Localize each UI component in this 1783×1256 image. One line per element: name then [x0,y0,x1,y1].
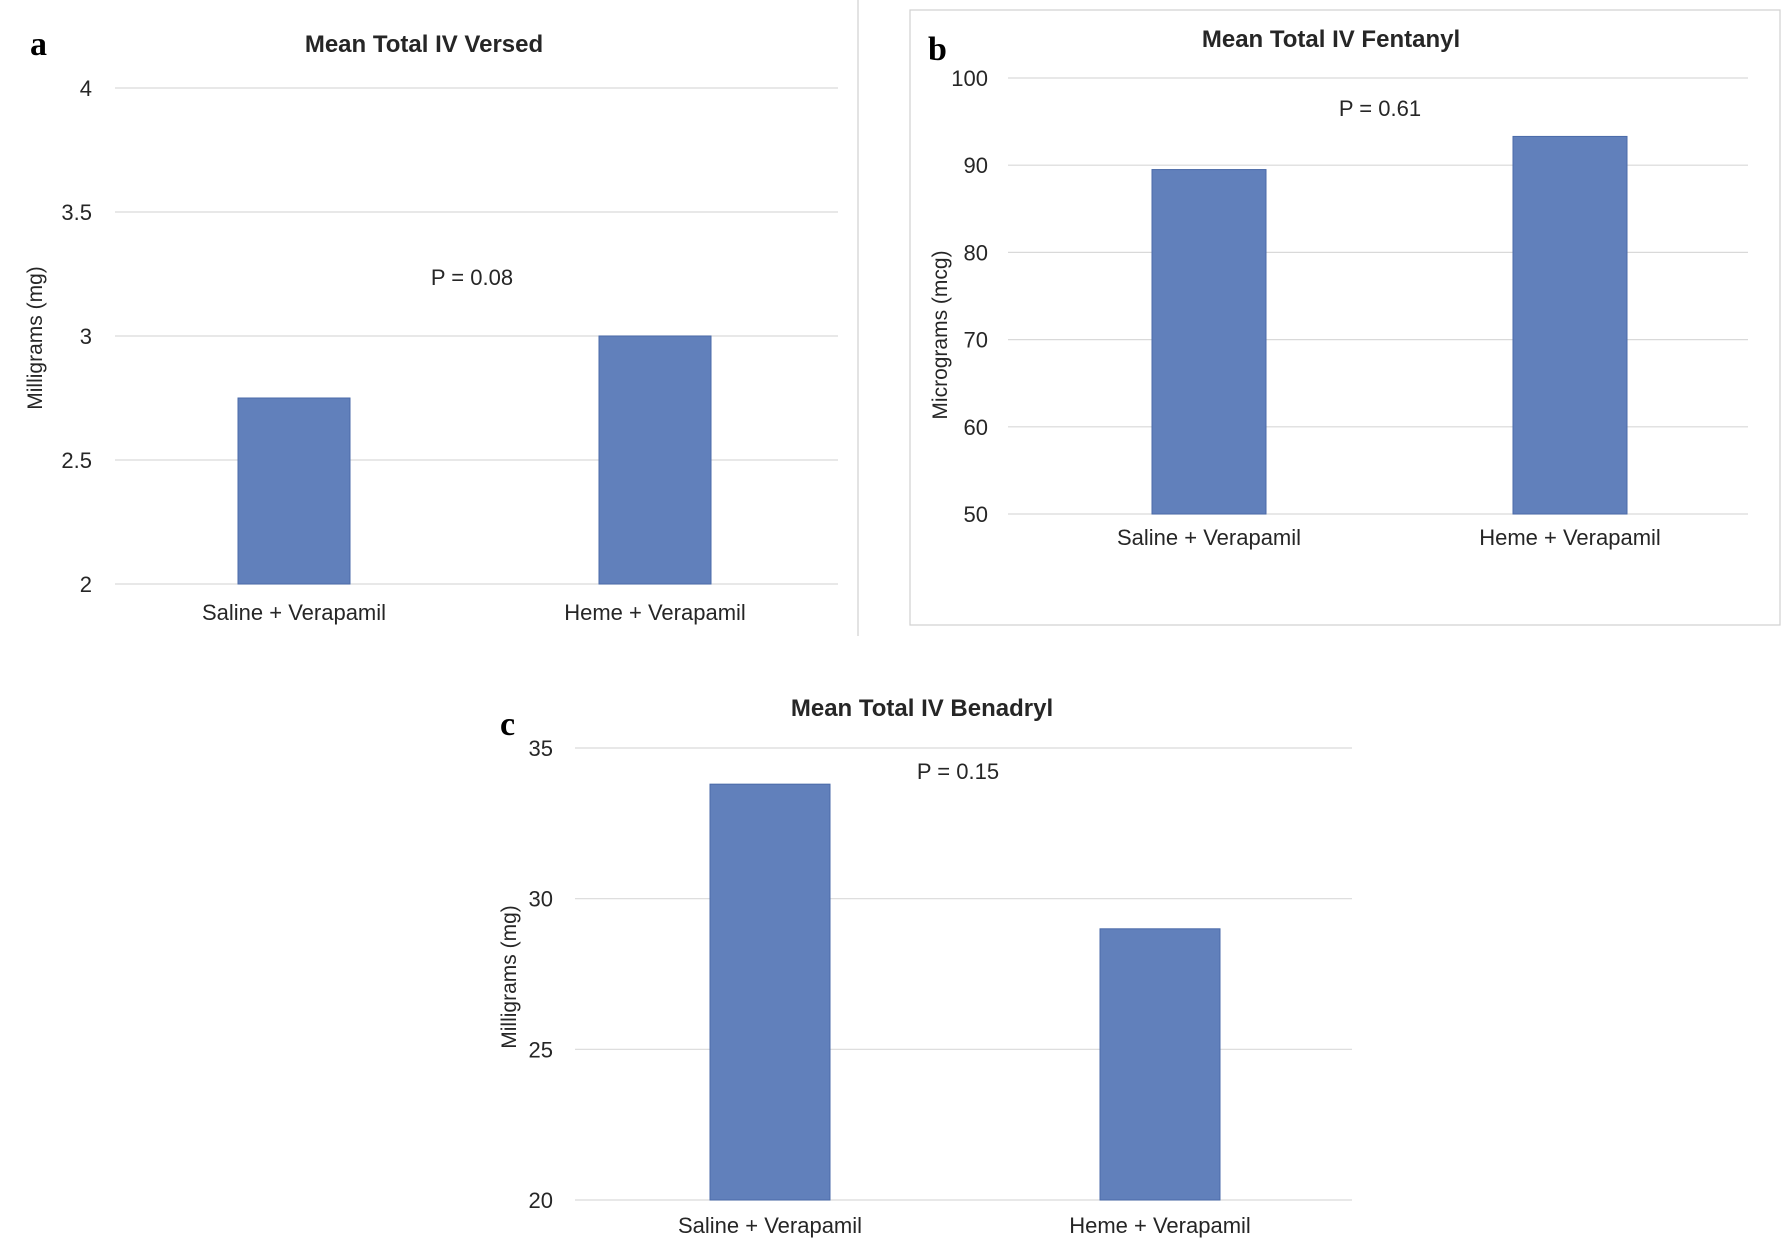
panel-c-chart: c Mean Total IV Benadryl Milligrams (mg)… [498,695,1352,1238]
panel-a-gridlines [115,87,838,585]
panel-b-title: Mean Total IV Fentanyl [1202,26,1460,53]
panel-c-bars [709,783,1221,1201]
panel-a-y-ticks: 2 2.5 3 3.5 4 [61,76,92,597]
x-category-label: Heme + Verapamil [1069,1213,1251,1238]
x-category-label: Heme + Verapamil [564,600,746,625]
y-tick-label: 30 [529,887,553,912]
panel-a-title: Mean Total IV Versed [305,31,543,58]
panel-a-chart: a Mean Total IV Versed Milligrams (mg) P… [24,0,859,636]
panel-c-title: Mean Total IV Benadryl [791,695,1053,722]
panel-c-letter: c [500,706,515,743]
y-tick-label: 20 [529,1188,553,1213]
panel-b-gridlines [1008,77,1748,515]
panel-b-p-value: P = 0.61 [1339,96,1421,121]
bar [1099,928,1221,1201]
bar [1151,169,1267,515]
x-category-label: Saline + Verapamil [1117,525,1301,550]
bar [598,335,712,585]
panel-a-letter: a [30,26,47,63]
panel-a-p-value: P = 0.08 [431,265,513,290]
y-tick-label: 25 [529,1037,553,1062]
panel-b-bars [1151,135,1628,515]
bar [237,397,351,585]
y-tick-label: 4 [80,76,92,101]
panel-b-chart: b Mean Total IV Fentanyl Micrograms (mcg… [909,9,1781,626]
y-tick-label: 2.5 [61,448,92,473]
y-tick-label: 70 [964,328,988,353]
y-tick-label: 3.5 [61,200,92,225]
panel-b-letter: b [928,31,947,68]
panel-c-x-labels: Saline + Verapamil Heme + Verapamil [678,1213,1251,1238]
bar [709,783,831,1201]
y-tick-label: 90 [964,153,988,178]
y-tick-label: 80 [964,240,988,265]
panel-b-y-axis-title: Micrograms (mcg) [929,250,952,419]
x-category-label: Heme + Verapamil [1479,525,1661,550]
panel-c-y-axis-title: Milligrams (mg) [498,905,521,1049]
x-category-label: Saline + Verapamil [202,600,386,625]
panel-a-y-axis-title: Milligrams (mg) [24,266,47,410]
panel-a-x-labels: Saline + Verapamil Heme + Verapamil [202,600,746,625]
y-tick-label: 3 [80,324,92,349]
panel-c-gridlines [575,747,1352,1201]
y-tick-label: 50 [964,502,988,527]
panel-b-y-ticks: 50 60 70 80 90 100 [951,66,988,527]
y-tick-label: 2 [80,572,92,597]
y-tick-label: 35 [529,736,553,761]
bar [1512,135,1628,515]
panel-a-bars [237,335,712,585]
y-tick-label: 60 [964,415,988,440]
panel-b-x-labels: Saline + Verapamil Heme + Verapamil [1117,525,1661,550]
y-tick-label: 100 [951,66,988,91]
panel-c-p-value: P = 0.15 [917,759,999,784]
panel-b-frame [909,9,1781,626]
panel-c-y-ticks: 20 25 30 35 [529,736,553,1213]
x-category-label: Saline + Verapamil [678,1213,862,1238]
